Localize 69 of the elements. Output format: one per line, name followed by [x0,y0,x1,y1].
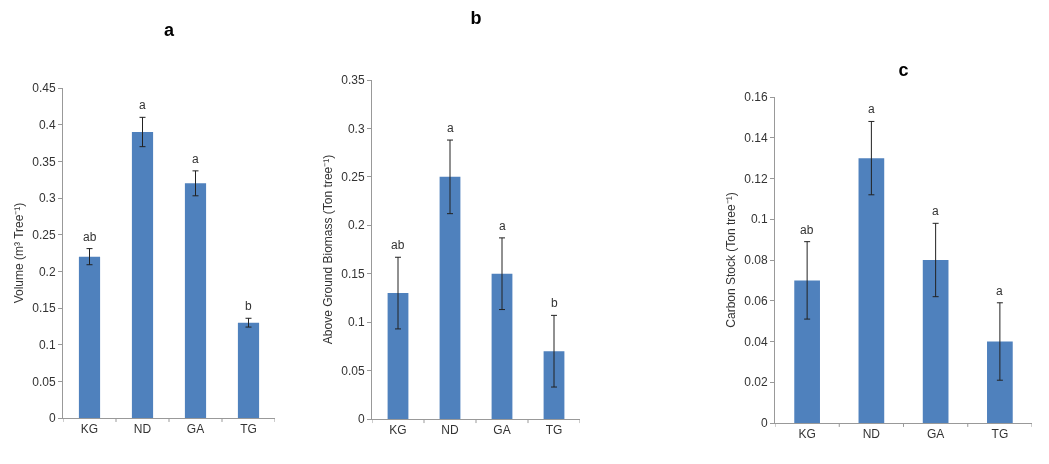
annotation: a [192,152,199,166]
y-tick-label: 0.1 [38,337,56,352]
x-tick-label: GA [493,423,511,438]
annotation: b [245,299,252,313]
x-tick-label: ND [133,422,152,437]
y-tick-label: 0.45 [32,81,56,96]
bar [794,280,820,423]
y-tick-label: 0 [357,412,365,427]
annotation: a [996,284,1003,298]
annotation: a [932,204,939,218]
bar [78,256,101,418]
x-tick-label: KG [389,423,407,438]
y-tick-label: 0.06 [744,293,768,308]
y-tick-label: 0.3 [347,121,365,136]
x-tick-label: TG [545,423,563,438]
y-axis-title: Carbon Stock (Ton tree⁻¹) [723,192,738,328]
y-tick-label: 0.04 [744,334,768,349]
bar [987,341,1013,423]
bar [858,158,885,423]
x-tick-label: ND [862,427,881,442]
y-tick-label: 0.15 [32,301,56,316]
y-tick-label: 0.05 [32,374,56,389]
y-tick-label: 0.25 [341,170,365,185]
y-axis-title: Volume (m³ Tree⁻¹) [11,202,26,304]
chart-title: a [163,20,175,41]
y-tick-label: 0.4 [38,117,56,132]
x-tick-label: KG [80,422,99,437]
y-axis-title: Above Ground Biomass (Ton tree⁻¹) [320,154,335,345]
bar [543,351,565,419]
y-tick-label: 0.35 [32,154,56,169]
x-tick-label: KG [798,427,816,442]
annotation: ab [83,230,97,244]
x-tick-label: GA [186,422,205,437]
y-tick-label: 0.05 [341,363,365,378]
y-tick-label: 0.35 [341,73,365,88]
y-tick-label: 0.14 [744,130,768,145]
y-tick-label: 0 [48,411,56,426]
annotation: ab [800,223,814,237]
annotation: a [447,121,454,135]
y-tick-label: 0.15 [341,266,365,281]
y-tick-label: 0.08 [744,253,768,268]
chart-title: c [898,60,909,81]
x-tick-label: TG [991,427,1009,442]
y-tick-label: 0.1 [347,315,365,330]
y-tick-label: 0.2 [38,264,56,279]
bar [131,132,154,418]
y-tick-label: 0 [760,416,768,431]
chart-title: b [470,8,482,29]
y-tick-label: 0.12 [744,171,768,186]
annotation: a [499,219,506,233]
annotation: a [868,102,875,116]
y-tick-label: 0.2 [347,218,365,233]
bar [184,183,207,418]
annotation: a [139,98,146,112]
y-tick-label: 0.16 [744,90,768,105]
annotation: b [551,296,558,310]
annotation: ab [391,238,405,252]
x-tick-label: GA [926,427,945,442]
x-tick-label: TG [240,422,257,437]
bar [922,260,949,423]
y-tick-label: 0.1 [750,212,768,227]
y-tick-label: 0.02 [744,375,768,390]
bar [439,176,461,419]
bar [491,273,513,419]
bar [237,322,260,418]
bar [387,293,409,419]
y-tick-label: 0.3 [38,191,56,206]
y-tick-label: 0.25 [32,227,56,242]
x-tick-label: ND [441,423,459,438]
